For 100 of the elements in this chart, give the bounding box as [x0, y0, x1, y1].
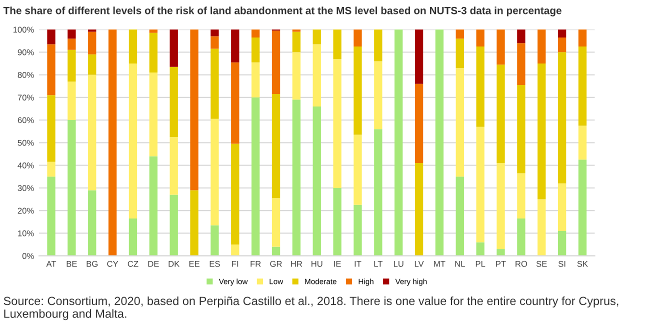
bar — [231, 62, 240, 144]
x-tick-label: IT — [354, 261, 362, 267]
x-tick-label: AT — [46, 261, 56, 267]
bar — [476, 46, 484, 127]
bar — [496, 249, 505, 256]
bar — [312, 30, 321, 44]
bar — [210, 118, 219, 226]
bar — [251, 30, 260, 38]
x-tick-label: HU — [312, 261, 322, 267]
bar — [414, 30, 424, 84]
bar — [47, 162, 56, 177]
x-tick-label: NL — [455, 261, 465, 267]
y-tick-label: 30% — [18, 185, 34, 192]
bar — [251, 97, 260, 256]
bar — [558, 37, 566, 52]
bar — [476, 126, 484, 242]
bar — [68, 38, 76, 50]
bar — [354, 30, 362, 46]
bar — [333, 30, 342, 59]
bar — [374, 61, 382, 130]
bar — [170, 30, 178, 67]
bar — [272, 30, 280, 94]
bar — [517, 43, 526, 85]
x-tick-label: RO — [516, 260, 528, 267]
bar — [231, 30, 240, 62]
bar — [374, 30, 382, 62]
bar — [456, 30, 464, 39]
bar — [496, 30, 505, 65]
y-tick-label: 100% — [13, 26, 34, 33]
bar — [476, 242, 484, 256]
bar — [496, 163, 505, 250]
x-tick-label: ES — [210, 260, 220, 267]
x-tick-label: SE — [536, 260, 547, 267]
bar — [210, 48, 219, 119]
y-tick-label: 40% — [18, 162, 34, 168]
bar — [88, 74, 96, 190]
bar — [251, 37, 260, 62]
y-tick-label: 0% — [22, 253, 34, 259]
bar — [149, 156, 158, 256]
y-tick-label: 80% — [18, 72, 34, 78]
bar — [47, 30, 56, 44]
bar — [231, 144, 240, 245]
bar — [149, 72, 158, 156]
bar — [496, 64, 505, 164]
source-note: Source: Consortium, 2020, based on Perpiña Castillo et al., 2018. There is one value for the entire country for Cyprus, Luxembourg and Malta. — [4, 296, 618, 320]
bar — [333, 58, 342, 188]
bar — [149, 30, 158, 33]
x-tick-label: HR — [291, 261, 302, 267]
x-tick-label: LT — [374, 261, 383, 267]
bar — [558, 230, 566, 256]
y-tick-label: 90% — [18, 49, 34, 56]
bar — [170, 66, 178, 138]
bar — [292, 100, 301, 256]
y-tick-label: 20% — [18, 208, 34, 214]
bar — [231, 244, 240, 256]
bar — [456, 38, 464, 68]
y-tick-label: 70% — [18, 94, 34, 101]
bar — [88, 54, 96, 75]
x-tick-label: PL — [476, 261, 486, 267]
bar — [578, 30, 587, 46]
x-tick-label: LV — [414, 261, 424, 267]
bar — [558, 183, 566, 231]
x-tick-label: BG — [86, 260, 98, 267]
x-tick-label: DE — [148, 261, 159, 267]
x-tick-label: GR — [270, 260, 282, 267]
bar — [354, 134, 362, 205]
bar — [517, 30, 526, 44]
x-tick-label: SK — [577, 260, 588, 267]
chart-title: The share of different levels of the risk of land abandonment at the MS level based on NUTS-3 data in percentage — [3, 6, 562, 16]
bar — [312, 44, 321, 106]
bar — [68, 82, 76, 120]
bar — [517, 84, 526, 174]
bar — [558, 30, 566, 38]
bar — [414, 163, 424, 256]
x-tick-label: IE — [334, 261, 341, 267]
bar — [47, 176, 56, 256]
bar — [456, 68, 464, 177]
x-tick-label: BE — [66, 261, 77, 267]
bar — [170, 194, 178, 256]
bar — [210, 30, 219, 36]
bar — [312, 106, 321, 256]
bar — [292, 32, 301, 52]
bar — [128, 63, 138, 218]
bar — [374, 129, 382, 256]
x-tick-label: MT — [434, 261, 446, 267]
bar — [68, 50, 76, 82]
bar — [47, 95, 56, 162]
bar — [272, 198, 280, 247]
y-tick-label: 50% — [18, 140, 34, 146]
bar — [538, 30, 546, 64]
bar — [210, 36, 219, 49]
bar — [272, 246, 280, 256]
bar — [190, 190, 198, 256]
bar — [149, 32, 158, 73]
x-tick-label: CZ — [128, 260, 138, 267]
bar — [517, 173, 526, 218]
bar — [517, 218, 526, 256]
bar — [128, 30, 138, 64]
bar — [435, 30, 444, 256]
bar — [538, 199, 546, 256]
